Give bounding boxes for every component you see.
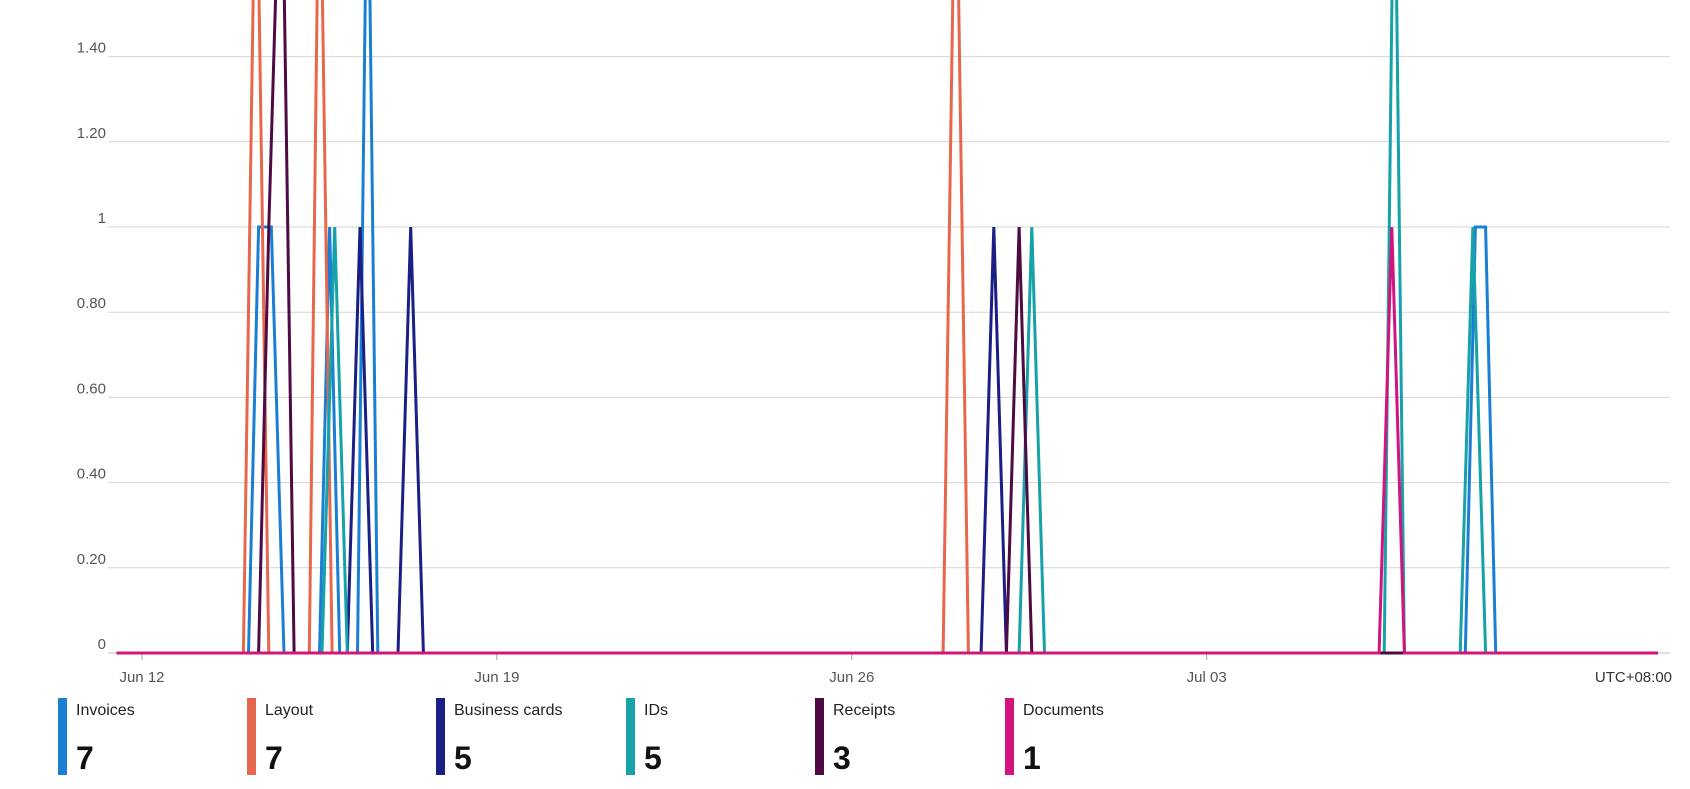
- x-tick-label: Jul 03: [1187, 669, 1227, 686]
- legend-label: Layout: [265, 702, 314, 719]
- series-line-layout: [116, 0, 1658, 655]
- series-line-receipts: [116, 0, 1658, 655]
- x-axis-ticks: Jun 12 Jun 19 Jun 26 Jul 03: [119, 653, 1227, 686]
- y-tick-label: 0.20: [77, 551, 106, 568]
- y-tick-label: 1.20: [77, 125, 106, 142]
- legend-swatch: [58, 698, 67, 775]
- legend-swatch: [815, 698, 824, 775]
- y-tick-label: 0.40: [77, 466, 106, 483]
- series-line-documents: [116, 226, 1658, 655]
- legend-swatch: [247, 698, 256, 775]
- legend-total: 7: [265, 740, 283, 776]
- legend-item-receipts[interactable]: Receipts 3: [815, 698, 995, 778]
- legend-total: 7: [76, 740, 94, 776]
- x-tick-label: Jun 12: [119, 669, 164, 686]
- legend-item-invoices[interactable]: Invoices 7: [58, 698, 238, 778]
- legend-label: Business cards: [454, 702, 563, 719]
- legend-label: Documents: [1023, 702, 1104, 719]
- legend-label: IDs: [644, 702, 668, 719]
- legend-swatch: [1005, 698, 1014, 775]
- legend-total: 5: [454, 740, 472, 776]
- legend-item-ids[interactable]: IDs 5: [626, 698, 806, 778]
- y-tick-label: 0: [98, 636, 106, 653]
- timezone-label: UTC+08:00: [1595, 669, 1672, 686]
- x-tick-label: Jun 26: [829, 669, 874, 686]
- x-tick-label: Jun 19: [474, 669, 519, 686]
- legend-label: Invoices: [76, 702, 135, 719]
- legend-total: 1: [1023, 740, 1041, 776]
- gridlines: [108, 56, 1670, 654]
- chart-legend: Invoices 7 Layout 7 Business cards 5 IDs 5 Recei…: [0, 698, 1690, 778]
- legend-total: 5: [644, 740, 662, 776]
- y-axis-ticks: 0 0.20 0.40 0.60 0.80 1 1.20 1.40: [77, 40, 106, 653]
- y-tick-label: 1: [98, 210, 106, 227]
- legend-swatch: [626, 698, 635, 775]
- y-tick-label: 0.60: [77, 380, 106, 397]
- legend-total: 3: [833, 740, 851, 776]
- y-tick-label: 0.80: [77, 295, 106, 312]
- legend-item-documents[interactable]: Documents 1: [1005, 698, 1185, 778]
- series-line-business-cards: [116, 226, 1658, 655]
- series-lines: [116, 0, 1658, 655]
- series-line-ids: [116, 0, 1658, 655]
- y-tick-label: 1.40: [77, 40, 106, 57]
- legend-label: Receipts: [833, 702, 896, 719]
- legend-swatch: [436, 698, 445, 775]
- legend-item-business-cards[interactable]: Business cards 5: [436, 698, 616, 778]
- legend-item-layout[interactable]: Layout 7: [247, 698, 427, 778]
- series-line-invoices: [116, 0, 1658, 655]
